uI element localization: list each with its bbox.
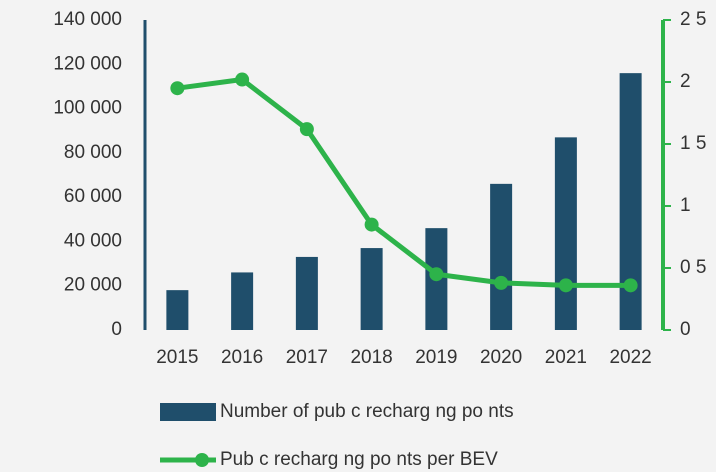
line <box>177 76 631 288</box>
line-point <box>623 278 638 293</box>
legend-label: Pub c recharg ng po nts per BEV <box>220 449 498 470</box>
legend-swatch <box>160 403 216 421</box>
x-tick-label: 2021 <box>545 347 587 368</box>
bar <box>554 137 577 330</box>
bar <box>619 73 642 331</box>
y-tick-label: 140 000 <box>53 9 122 30</box>
y-tick-label: 80 000 <box>64 142 122 163</box>
line-point <box>364 217 379 232</box>
y-tick-label: 0 <box>111 319 122 340</box>
x-tick-label: 2016 <box>221 347 263 368</box>
y2-tick-label: 0 <box>680 319 691 340</box>
x-tick-label: 2019 <box>415 347 457 368</box>
x-tick-label: 2020 <box>480 347 522 368</box>
line-point <box>170 81 185 96</box>
y2-tick-label: 2 5 <box>680 9 706 30</box>
bar <box>231 272 254 330</box>
y2-tick-label: 1 5 <box>680 133 706 154</box>
line-point <box>558 278 573 293</box>
line-point <box>494 275 509 290</box>
y-tick-label: 40 000 <box>64 230 122 251</box>
bar <box>360 248 383 330</box>
y-tick-label: 60 000 <box>64 186 122 207</box>
bar <box>490 183 513 330</box>
x-tick-label: 2022 <box>609 347 651 368</box>
line-point <box>235 72 250 87</box>
y2-tick-label: 2 <box>680 71 691 92</box>
x-tick-label: 2018 <box>350 347 392 368</box>
y2-tick-label: 0 5 <box>680 257 706 278</box>
legend-marker <box>195 453 209 467</box>
x-tick-label: 2017 <box>286 347 328 368</box>
y-tick-label: 120 000 <box>53 53 122 74</box>
y2-tick-label: 1 <box>680 195 691 216</box>
y-tick-label: 20 000 <box>64 275 122 296</box>
legend-label: Number of pub c recharg ng po nts <box>220 401 514 422</box>
line-point <box>429 267 444 282</box>
x-tick-label: 2015 <box>156 347 198 368</box>
line-point <box>299 122 314 137</box>
bar <box>295 256 318 330</box>
y-tick-label: 100 000 <box>53 98 122 119</box>
bar <box>166 290 189 330</box>
